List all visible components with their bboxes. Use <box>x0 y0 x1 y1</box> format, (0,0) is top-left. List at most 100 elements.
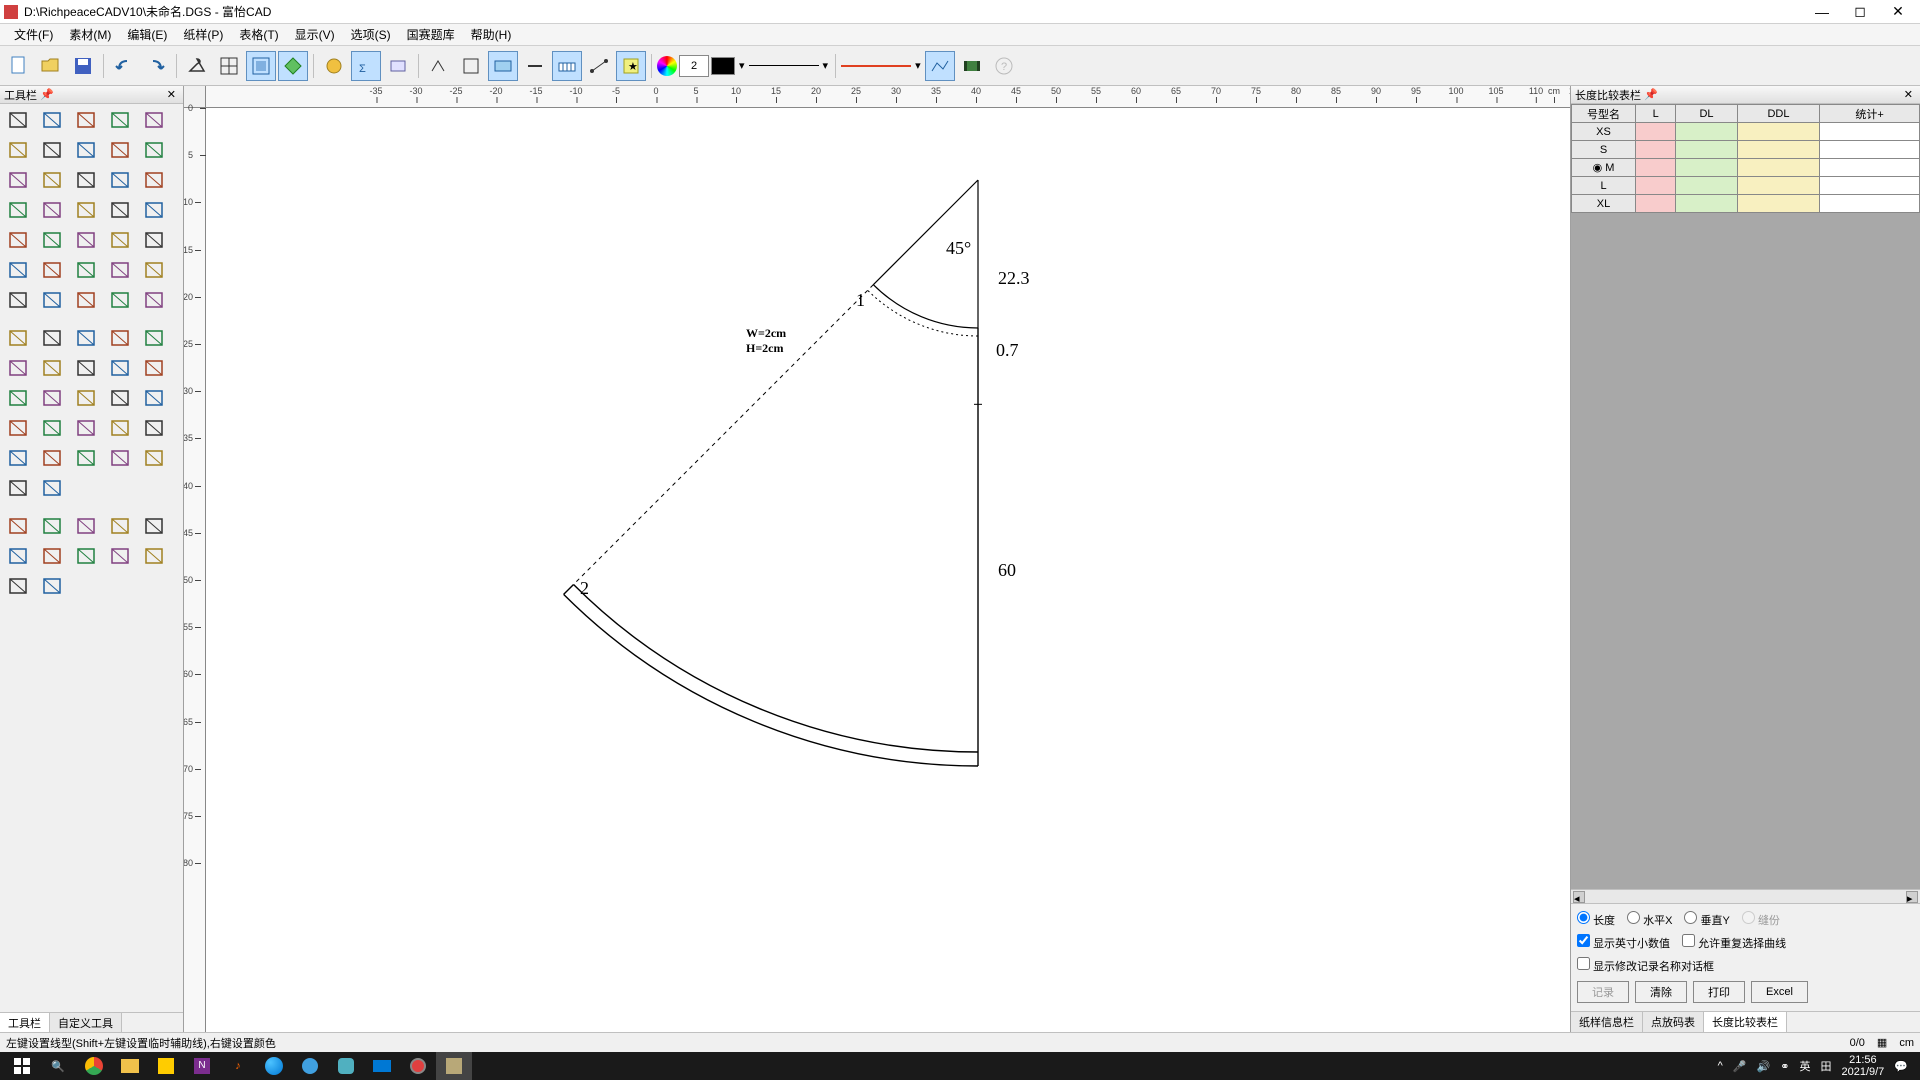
tool-19[interactable] <box>138 196 170 224</box>
row-L[interactable]: L <box>1572 177 1636 195</box>
tool-61[interactable] <box>36 474 68 502</box>
view-mode-2-button[interactable] <box>278 51 308 81</box>
tool-43[interactable] <box>104 354 136 382</box>
right-tab-0[interactable]: 纸样信息栏 <box>1571 1012 1643 1032</box>
tool-d-button[interactable] <box>456 51 486 81</box>
tray-clock[interactable]: 21:56 2021/9/7 <box>1841 1054 1884 1078</box>
tool-b-button[interactable] <box>383 51 413 81</box>
tool-54[interactable] <box>138 414 170 442</box>
cell-L-DL[interactable] <box>1676 177 1737 195</box>
menu-纸样[interactable]: 纸样(P) <box>177 24 229 45</box>
tool-23[interactable] <box>104 226 136 254</box>
tool-72[interactable] <box>2 572 34 600</box>
tool-64[interactable] <box>70 512 102 540</box>
tool-15[interactable] <box>2 196 34 224</box>
cell-XS-stat[interactable] <box>1820 123 1920 141</box>
tool-22[interactable] <box>70 226 102 254</box>
hanger-icon[interactable] <box>182 51 212 81</box>
tool-35[interactable] <box>2 324 34 352</box>
check-allow-repeat[interactable]: 允许重复选择曲线 <box>1682 934 1786 951</box>
tool-55[interactable] <box>2 444 34 472</box>
menu-显示[interactable]: 显示(V) <box>289 24 341 45</box>
tool-53[interactable] <box>104 414 136 442</box>
status-grid-icon[interactable]: ▦ <box>1877 1036 1887 1049</box>
save-button[interactable] <box>68 51 98 81</box>
maximize-button[interactable]: ◻ <box>1850 4 1870 20</box>
col-L[interactable]: L <box>1636 105 1676 123</box>
tool-49[interactable] <box>138 384 170 412</box>
tool-h-button[interactable] <box>584 51 614 81</box>
check-show-rename[interactable]: 显示修改记录名称对话框 <box>1577 957 1714 974</box>
tool-65[interactable] <box>104 512 136 540</box>
cell-M-DDL[interactable] <box>1737 159 1820 177</box>
tool-c-button[interactable] <box>424 51 454 81</box>
tool-1[interactable] <box>36 106 68 134</box>
tool-8[interactable] <box>104 136 136 164</box>
new-file-button[interactable] <box>4 51 34 81</box>
menu-国赛题库[interactable]: 国赛题库 <box>401 24 461 45</box>
radio-vert[interactable]: 垂直Y <box>1684 911 1729 928</box>
menu-文件[interactable]: 文件(F) <box>8 24 59 45</box>
task-onenote-icon[interactable]: N <box>184 1052 220 1080</box>
tool-48[interactable] <box>104 384 136 412</box>
col-统计+[interactable]: 统计+ <box>1820 105 1920 123</box>
radio-length[interactable]: 长度 <box>1577 911 1615 928</box>
tool-52[interactable] <box>70 414 102 442</box>
tool-5[interactable] <box>2 136 34 164</box>
row-M[interactable]: ◉ M <box>1572 159 1636 177</box>
view-mode-1-button[interactable] <box>246 51 276 81</box>
tool-46[interactable] <box>36 384 68 412</box>
left-tab-1[interactable]: 自定义工具 <box>50 1013 122 1032</box>
tool-13[interactable] <box>104 166 136 194</box>
tool-25[interactable] <box>2 256 34 284</box>
minimize-button[interactable]: — <box>1812 4 1832 20</box>
tool-47[interactable] <box>70 384 102 412</box>
row-XS[interactable]: XS <box>1572 123 1636 141</box>
menu-素材[interactable]: 素材(M) <box>63 24 117 45</box>
panel-close-icon-right[interactable]: ✕ <box>1901 88 1916 101</box>
left-tab-0[interactable]: 工具栏 <box>0 1013 50 1032</box>
cell-XL-stat[interactable] <box>1820 195 1920 213</box>
radio-horiz[interactable]: 水平X <box>1627 911 1672 928</box>
tool-42[interactable] <box>70 354 102 382</box>
drawing-surface[interactable]: 45° 22.3 0.7 60 1 2 W=2cm H=2cm <box>206 108 1570 1032</box>
cell-XS-L[interactable] <box>1636 123 1676 141</box>
tool-i-button[interactable]: ★ <box>616 51 646 81</box>
line-weight-input[interactable] <box>679 55 709 77</box>
task-chrome-icon[interactable] <box>76 1052 112 1080</box>
tool-38[interactable] <box>104 324 136 352</box>
tray-network-icon[interactable]: ⚭ <box>1780 1060 1789 1073</box>
tool-59[interactable] <box>138 444 170 472</box>
tool-33[interactable] <box>104 286 136 314</box>
tool-j-button[interactable] <box>925 51 955 81</box>
tool-20[interactable] <box>2 226 34 254</box>
tool-34[interactable] <box>138 286 170 314</box>
tool-57[interactable] <box>70 444 102 472</box>
tool-24[interactable] <box>138 226 170 254</box>
tool-51[interactable] <box>36 414 68 442</box>
sigma-button[interactable]: Σ <box>351 51 381 81</box>
cell-XL-DL[interactable] <box>1676 195 1737 213</box>
right-tab-1[interactable]: 点放码表 <box>1643 1012 1704 1032</box>
tool-50[interactable] <box>2 414 34 442</box>
tool-71[interactable] <box>138 542 170 570</box>
tool-45[interactable] <box>2 384 34 412</box>
tool-0[interactable] <box>2 106 34 134</box>
film-icon[interactable] <box>957 51 987 81</box>
tool-31[interactable] <box>36 286 68 314</box>
excel-button[interactable]: Excel <box>1751 981 1808 1003</box>
task-active-app-icon[interactable] <box>436 1052 472 1080</box>
panel-close-icon[interactable]: ✕ <box>164 88 179 101</box>
pin-icon[interactable]: 📌 <box>37 88 57 101</box>
tool-2[interactable] <box>70 106 102 134</box>
tool-68[interactable] <box>36 542 68 570</box>
tool-37[interactable] <box>70 324 102 352</box>
undo-button[interactable] <box>109 51 139 81</box>
tray-volume-icon[interactable]: 🔊 <box>1757 1060 1771 1073</box>
tool-14[interactable] <box>138 166 170 194</box>
tool-10[interactable] <box>2 166 34 194</box>
tool-27[interactable] <box>70 256 102 284</box>
tray-ime-1[interactable]: 英 <box>1799 1058 1810 1074</box>
open-file-button[interactable] <box>36 51 66 81</box>
tool-4[interactable] <box>138 106 170 134</box>
